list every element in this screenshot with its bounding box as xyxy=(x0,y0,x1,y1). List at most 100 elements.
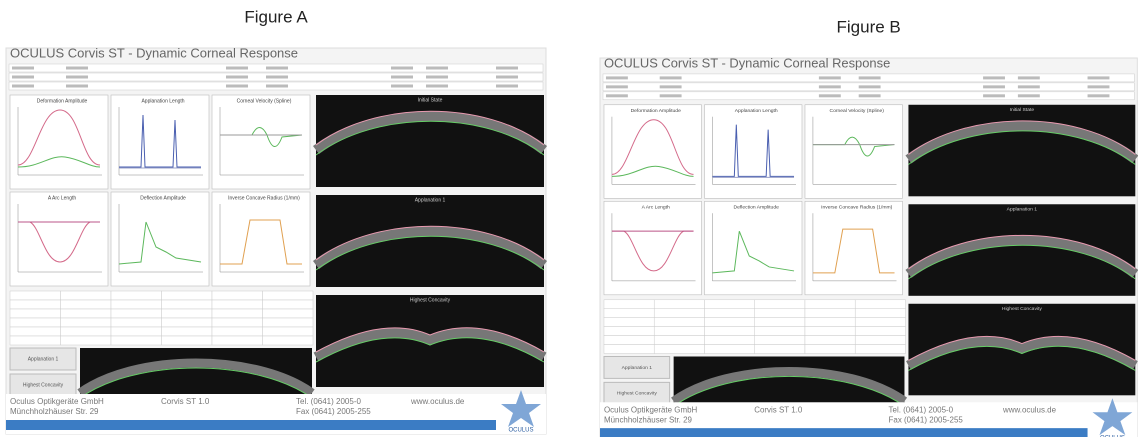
footer-bar xyxy=(600,428,1088,437)
table-cell xyxy=(604,300,654,309)
header-field xyxy=(859,94,881,97)
table-cell xyxy=(805,336,855,345)
header-field xyxy=(426,85,448,88)
table-cell xyxy=(61,336,112,345)
oct-image: Applanation 1 xyxy=(316,195,544,287)
header-field xyxy=(66,85,88,88)
chart-title: A Arc Length xyxy=(642,205,670,211)
footer-text: Oculus Optikgeräte GmbH xyxy=(10,397,104,406)
table-cell xyxy=(111,318,162,327)
table-cell xyxy=(111,291,162,300)
header-field xyxy=(66,67,88,70)
table-cell xyxy=(654,345,704,354)
table-cell xyxy=(755,345,805,354)
table-cell xyxy=(111,336,162,345)
table-cell xyxy=(263,336,314,345)
header-field xyxy=(1088,76,1110,79)
chart-title: Applanation Length xyxy=(141,98,184,104)
chart-panel: Deflection Amplitude xyxy=(704,201,802,295)
table-cell xyxy=(111,327,162,336)
table-cell xyxy=(855,309,905,318)
button-label: Applanation 1 xyxy=(622,365,653,371)
header-field xyxy=(12,85,34,88)
oct-image: Highest Concavity xyxy=(908,304,1135,396)
table-cell xyxy=(704,336,754,345)
chart-panel: Inverse Concave Radius (1/mm) xyxy=(212,192,310,286)
header-field xyxy=(606,94,628,97)
image-bg xyxy=(316,95,544,187)
table-cell xyxy=(805,345,855,354)
chart-panel: Applanation Length xyxy=(111,95,209,189)
table-cell xyxy=(212,300,263,309)
table-cell xyxy=(855,300,905,309)
table-cell xyxy=(162,336,213,345)
chart-panel: A Arc Length xyxy=(10,192,108,286)
chart-panel: Deformation Amplitude xyxy=(10,95,108,189)
footer-text: Fax (0641) 2005-255 xyxy=(296,407,371,416)
header-field xyxy=(1018,85,1040,88)
table-cell xyxy=(604,318,654,327)
oct-image: Highest Concavity xyxy=(316,295,544,387)
table-cell xyxy=(212,291,263,300)
table-cell xyxy=(61,318,112,327)
table-cell xyxy=(755,309,805,318)
chart-title: Deformation Amplitude xyxy=(631,108,682,114)
table-cell xyxy=(10,291,61,300)
header-field xyxy=(226,76,248,79)
header-field xyxy=(226,67,248,70)
table-cell xyxy=(704,300,754,309)
header-field xyxy=(983,85,1005,88)
table-cell xyxy=(704,309,754,318)
chart-title: Deformation Amplitude xyxy=(37,98,88,104)
header-field xyxy=(606,85,628,88)
header-field xyxy=(226,85,248,88)
table-cell xyxy=(654,318,704,327)
table-cell xyxy=(805,327,855,336)
table-cell xyxy=(805,309,855,318)
table-cell xyxy=(654,300,704,309)
header-field xyxy=(426,76,448,79)
header-field xyxy=(660,94,682,97)
button-label: Highest Concavity xyxy=(617,391,658,397)
table-cell xyxy=(604,327,654,336)
button-label: Highest Concavity xyxy=(23,382,64,388)
table-cell xyxy=(855,318,905,327)
chart-panel: Corneal Velocity (Spline) xyxy=(212,95,310,189)
table-cell xyxy=(855,336,905,345)
logo-text: OCULUS xyxy=(508,428,533,434)
footer-text: www.oculus.de xyxy=(410,397,465,406)
table-cell xyxy=(755,318,805,327)
table-cell xyxy=(604,309,654,318)
table-cell xyxy=(604,336,654,345)
table-cell xyxy=(212,336,263,345)
table-cell xyxy=(10,318,61,327)
footer-text: Tel. (0641) 2005-0 xyxy=(889,405,954,414)
table-cell xyxy=(212,327,263,336)
table-cell xyxy=(704,327,754,336)
header-field xyxy=(12,67,34,70)
table-cell xyxy=(855,327,905,336)
chart-title: Inverse Concave Radius (1/mm) xyxy=(821,205,893,211)
table-cell xyxy=(755,327,805,336)
header-field xyxy=(12,76,34,79)
table-cell xyxy=(162,318,213,327)
footer-text: www.oculus.de xyxy=(1002,405,1057,414)
chart-panel: Corneal Velocity (Spline) xyxy=(805,105,903,199)
table-cell xyxy=(61,327,112,336)
header-field xyxy=(819,94,841,97)
table-cell xyxy=(263,318,314,327)
footer-text: Fax (0641) 2005-255 xyxy=(889,415,964,424)
table-cell xyxy=(654,336,704,345)
table-cell xyxy=(10,309,61,318)
table-cell xyxy=(263,291,314,300)
table-cell xyxy=(704,318,754,327)
image-title: Applanation 1 xyxy=(415,197,446,203)
footer-text: Corvis ST 1.0 xyxy=(754,405,803,414)
image-title: Highest Concavity xyxy=(410,297,451,303)
image-title: Initial State xyxy=(1010,107,1035,113)
app-title: OCULUS Corvis ST - Dynamic Corneal Respo… xyxy=(604,55,890,70)
table-cell xyxy=(212,318,263,327)
chart-title: A Arc Length xyxy=(48,195,77,201)
table-cell xyxy=(111,309,162,318)
table-cell xyxy=(212,309,263,318)
